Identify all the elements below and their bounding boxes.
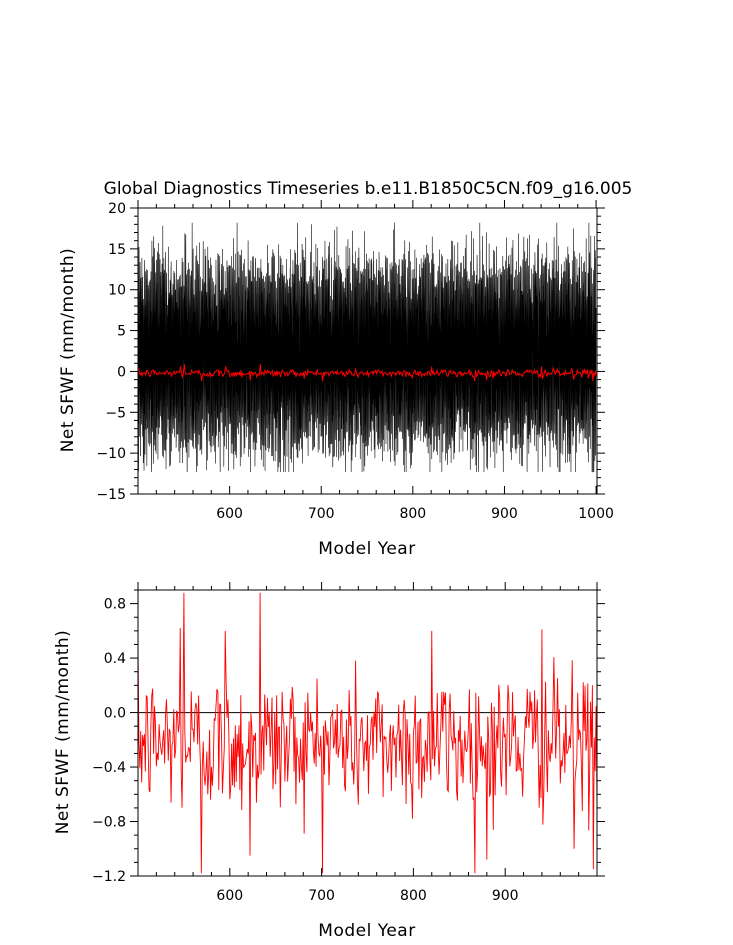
y-tick-label: 15 [108, 242, 126, 258]
y-tick-label: −5 [105, 405, 126, 421]
top-y-axis-label: Net SFWF (mm/month) [58, 248, 78, 453]
x-tick-label: 900 [491, 506, 518, 522]
bottom-y-axis-label: Net SFWF (mm/month) [53, 630, 73, 835]
series-annual-line [137, 364, 598, 382]
x-tick-label: 700 [308, 888, 335, 904]
y-tick-label: −10 [96, 446, 126, 462]
top-y-tick-labels: −15 −10 −5 0 5 10 15 20 [96, 201, 126, 503]
x-tick-label: 1000 [578, 506, 614, 522]
top-x-tick-labels: 600 700 800 900 1000 [216, 506, 614, 522]
x-tick-label: 800 [400, 888, 427, 904]
x-tick-label: 600 [216, 506, 243, 522]
top-plot-frame [137, 207, 598, 495]
y-tick-label: 10 [108, 283, 126, 299]
y-tick-label: 5 [117, 324, 126, 340]
bottom-panel: −1.2 −0.8 −0.4 0.0 0.4 0.8 600 700 800 900 Model… [53, 582, 605, 941]
bottom-x-tick-labels: 600 700 800 900 [216, 888, 518, 904]
y-tick-label: −0.4 [92, 760, 126, 776]
top-x-axis-label: Model Year [318, 539, 415, 559]
top-axis-ticks [130, 200, 605, 495]
top-plot-series [137, 222, 598, 473]
y-tick-label: 20 [108, 201, 126, 217]
series-monthly-line [137, 222, 597, 473]
bottom-x-axis-label: Model Year [318, 921, 415, 941]
x-tick-label: 700 [308, 506, 335, 522]
y-tick-label: 0.8 [104, 597, 126, 613]
y-tick-label: 0.4 [104, 651, 126, 667]
y-tick-label: 0.0 [104, 706, 126, 722]
y-tick-label: −0.8 [92, 815, 126, 831]
x-tick-label: 800 [399, 506, 426, 522]
x-tick-label: 600 [216, 888, 243, 904]
y-tick-label: −15 [96, 487, 126, 503]
bottom-y-tick-labels: −1.2 −0.8 −0.4 0.0 0.4 0.8 [92, 597, 126, 885]
x-tick-label: 900 [492, 888, 519, 904]
y-tick-label: 0 [117, 364, 126, 380]
top-panel: Global Diagnostics Timeseries b.e11.B185… [58, 179, 632, 559]
series-annual-line [137, 592, 598, 874]
bottom-plot-series [137, 592, 598, 874]
chart-title: Global Diagnostics Timeseries b.e11.B185… [104, 179, 633, 199]
bottom-plot-frame [137, 589, 598, 877]
y-tick-label: −1.2 [92, 869, 126, 885]
